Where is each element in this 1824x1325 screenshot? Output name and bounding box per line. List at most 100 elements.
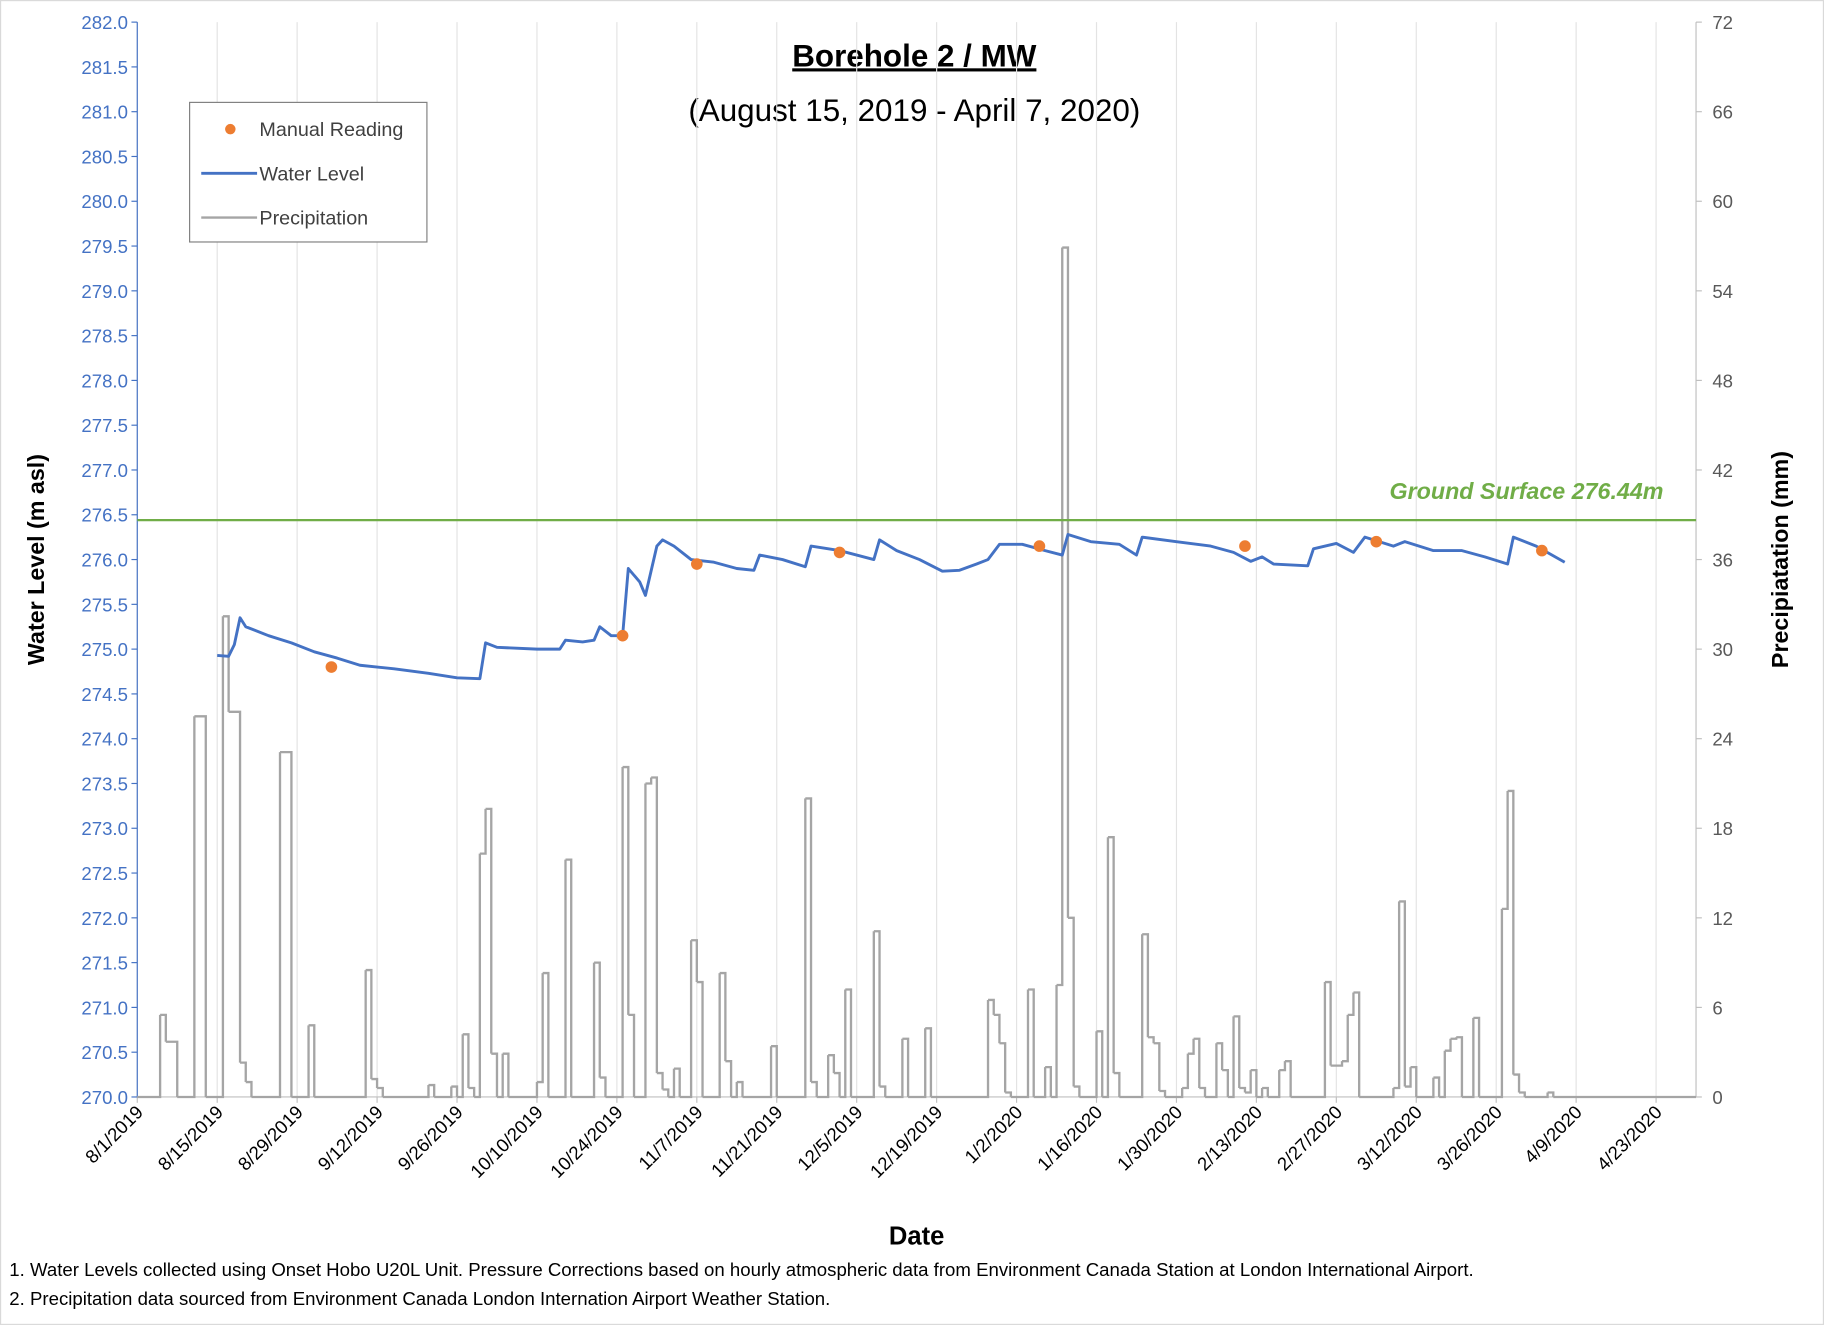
precipitation-step [628,1013,636,1097]
chart-subtitle: (August 15, 2019 - April 7, 2020) [688,93,1140,128]
precipitation-step [542,971,550,1097]
precipitation-step [160,1013,167,1042]
precipitation-step [308,1024,316,1097]
y-tick-label: 277.0 [81,460,128,481]
manual-reading-point [691,558,703,570]
y-tick-label: 277.5 [81,415,128,436]
precipitation-step [1182,1053,1190,1090]
precipitation-step [988,998,995,1015]
precipitation-step [496,1053,504,1099]
y-tick-label: 274.5 [81,684,128,705]
precipitation-step [1119,934,1144,1099]
precipitation-step [1347,992,1355,1017]
y-tick-label: 275.5 [81,594,128,615]
precipitation-step [240,1061,247,1083]
precipitation-step [491,1052,499,1097]
precipitation-step [702,973,721,1099]
precipitation-step [1410,1065,1418,1097]
legend-label: Manual Reading [259,119,403,141]
y2-tick-label: 48 [1712,370,1733,391]
y-tick-label: 271.5 [81,953,128,974]
precipitation-step [1250,1068,1258,1097]
precipitation-step [1233,1015,1241,1089]
precipitation-step [1062,246,1070,918]
precipitation-step [1501,790,1509,911]
precipitation-step [925,1027,933,1097]
y2-tick-label: 72 [1712,12,1733,33]
precipitation-step [1393,901,1401,1090]
precipitation-step [1193,1037,1201,1089]
precipitation-step [502,1052,510,1097]
precipitation-step [656,1071,664,1090]
precipitation-step [1461,1017,1475,1099]
precipitation-step [536,973,544,1084]
precipitation-step [1519,1091,1526,1097]
precipitation-step [673,1067,681,1097]
y2-tick-label: 36 [1712,550,1733,571]
precipitation-step [594,961,601,1078]
y-tick-label: 278.5 [81,326,128,347]
y-tick-label: 280.0 [81,191,128,212]
precipitation-step [885,1038,904,1099]
precipitation-step [1113,1071,1121,1097]
y2-tick-label: 24 [1712,729,1733,750]
precipitation-step [845,988,853,1097]
y2-tick-label: 54 [1712,281,1733,302]
precipitation-step [1267,1070,1281,1099]
precipitation-step [731,1082,738,1099]
precipitation-step [999,1042,1007,1093]
precipitation-step [1222,1068,1230,1097]
precipitation-step [736,1080,744,1097]
precipitation-step [930,999,990,1099]
footnote: 2. Precipitation data sourced from Envir… [9,1288,830,1309]
precipitation-step [1284,1059,1292,1097]
y-tick-label: 275.0 [81,639,128,660]
precipitation-step [833,1071,841,1097]
precipitation-step [571,962,596,1099]
precipitation-step [622,765,630,1015]
precipitation-step [725,1059,733,1097]
precipitation-step [742,1046,773,1099]
precipitation-step [1416,1077,1435,1099]
precipitation-step [565,858,573,1097]
precipitation-step [548,859,567,1099]
precipitation-step [1216,1042,1224,1071]
y-tick-label: 279.5 [81,236,128,257]
precipitation-step [1524,1092,1549,1099]
y-tick-label: 276.0 [81,550,128,571]
precipitation-step [1056,247,1064,987]
precipitation-step [1102,837,1110,1099]
y2-tick-label: 42 [1712,460,1733,481]
y-tick-label: 270.0 [81,1087,128,1108]
legend-label: Water Level [259,163,364,185]
precipitation-step [280,750,293,1097]
precipitation-step [291,1025,310,1099]
y-axis-label: Water Level (m asl) [23,454,49,665]
precipitation-step [879,1085,887,1097]
precipitation-step [474,853,482,1099]
precipitation-step [1444,1038,1452,1052]
precipitation-step [645,777,653,785]
precipitation-step [1142,933,1150,1038]
precipitation-step [1404,1067,1412,1088]
manual-reading-point [833,546,846,559]
precipitation-step [462,1033,470,1089]
precipitation-step [634,783,647,1099]
y2-tick-label: 12 [1712,908,1733,929]
precipitation-step [1187,1038,1195,1055]
y2-axis-label: Precipiatation (mm) [1767,451,1793,668]
precipitation-step [1165,1088,1184,1099]
legend-label: Precipitation [259,208,368,230]
x-axis-label: Date [889,1223,944,1251]
precipitation-step [228,710,242,1063]
y-tick-label: 278.0 [81,370,128,391]
precipitation-step [1262,1086,1269,1097]
precipitation-step [691,939,698,983]
precipitation-step [365,968,373,1080]
y-tick-label: 282.0 [81,12,128,33]
precipitation-step [1244,1070,1252,1094]
precipitation-step [1107,836,1115,1074]
precipitation-step [251,752,282,1099]
precipitation-step [434,1086,453,1099]
